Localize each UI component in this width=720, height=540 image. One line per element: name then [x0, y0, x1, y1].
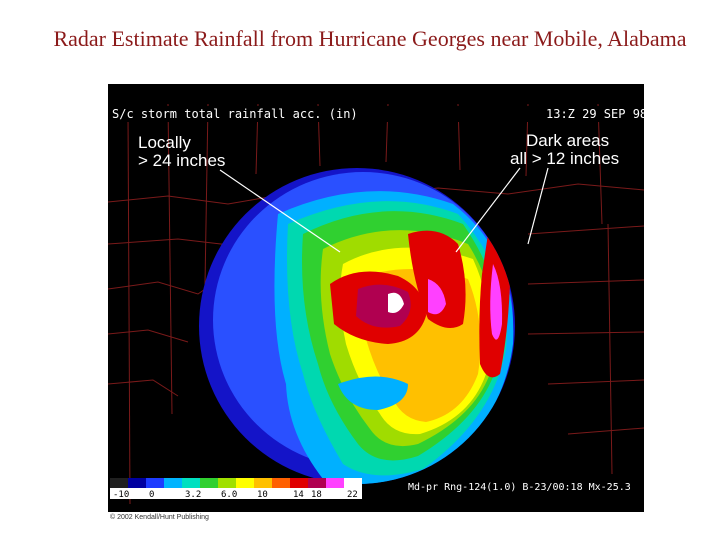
- radar-header-right: 13:Z 29 SEP 98: [546, 107, 644, 121]
- color-scale-legend: -10 0 3.2 6.0 10 14 18 22: [110, 478, 362, 500]
- legend-swatch: [344, 478, 362, 488]
- slide-title: Radar Estimate Rainfall from Hurricane G…: [53, 26, 687, 51]
- annotation-24-inches: > 24 inches: [138, 151, 225, 170]
- legend-swatch: [200, 478, 218, 488]
- legend-swatch: [326, 478, 344, 488]
- rainfall-disc: [199, 168, 515, 484]
- legend-swatch: [146, 478, 164, 488]
- legend-swatch: [272, 478, 290, 488]
- legend-tick-label: 10: [257, 490, 268, 500]
- radar-header-left: S/c storm total rainfall acc. (in): [112, 107, 358, 121]
- legend-swatch: [128, 478, 146, 488]
- legend-swatch: [254, 478, 272, 488]
- legend-tick-label: -10: [113, 490, 129, 500]
- legend-tick-label: 14: [293, 490, 304, 500]
- legend-tick-label: 0: [149, 490, 154, 500]
- legend-swatch: [290, 478, 308, 488]
- annotation-12-inches: all > 12 inches: [510, 149, 619, 168]
- copyright: © 2002 Kendall/Hunt Publishing: [110, 514, 209, 521]
- legend-info: Md-pr Rng-124(1.0) B-23/00:18 Mx-25.3: [408, 482, 631, 493]
- legend-tick-label: 6.0: [221, 490, 237, 500]
- legend-tick-label: 18: [311, 490, 322, 500]
- legend-tick-label: 3.2: [185, 490, 201, 500]
- legend-swatch: [218, 478, 236, 488]
- legend-swatch: [182, 478, 200, 488]
- annotation-pointer-lines: [219, 167, 549, 253]
- annotation-dark-areas: Dark areas: [526, 131, 609, 150]
- annotation-locally: Locally: [138, 133, 191, 152]
- legend-label-strip: [110, 488, 362, 499]
- legend-tick-label: 22: [347, 490, 358, 500]
- legend-swatch: [308, 478, 326, 488]
- legend-swatch: [164, 478, 182, 488]
- radar-image: S/c storm total rainfall acc. (in) 13:Z …: [108, 84, 644, 512]
- legend-swatch: [110, 478, 128, 488]
- legend-swatch: [236, 478, 254, 488]
